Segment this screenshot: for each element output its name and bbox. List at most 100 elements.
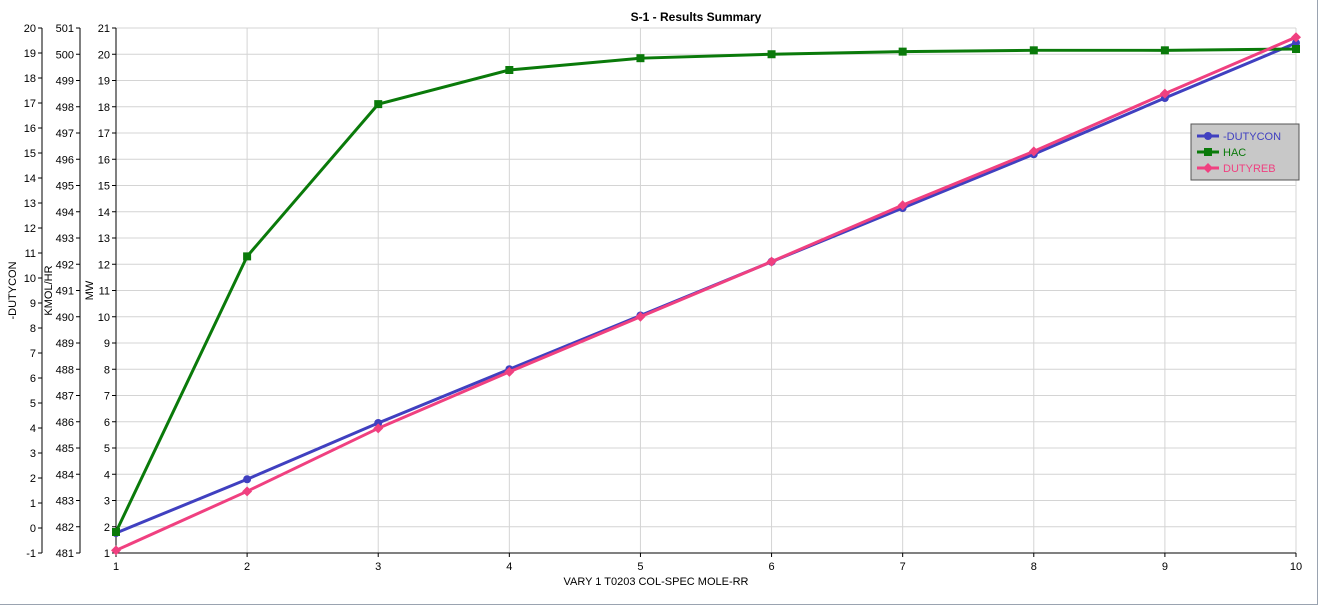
duty-y-tick-label: 12	[24, 223, 36, 235]
hac-y-tick-label: 500	[56, 49, 74, 61]
legend-marker-dutyreb	[1203, 163, 1213, 173]
x-tick-label: 10	[1290, 561, 1302, 573]
duty-y-tick-label: 17	[24, 98, 36, 110]
duty-y-tick-label: 11	[25, 248, 36, 260]
duty-y-tick-label: 1	[30, 498, 36, 510]
mw-y-tick-label: 9	[104, 338, 110, 350]
x-tick-label: 9	[1162, 561, 1168, 573]
duty-y-tick-label: 0	[30, 523, 36, 535]
hac-y-tick-label: 498	[56, 102, 74, 114]
dutyreb-series-line	[115, 35, 1297, 552]
duty-y-tick-label: 15	[24, 148, 36, 160]
hac-y-tick-label: 494	[56, 207, 74, 219]
x-tick-label: 5	[637, 561, 643, 573]
hac-y-tick-label: 486	[56, 417, 74, 429]
duty-y-tick-label: 16	[24, 123, 36, 135]
mw-y-tick-label: 16	[98, 154, 110, 166]
x-tick-label: 7	[900, 561, 906, 573]
mw-y-tick-label: 4	[104, 469, 110, 481]
mw-y-tick-label: 1	[104, 548, 110, 560]
mw-y-tick-label: 7	[104, 391, 110, 403]
duty-y-tick-label: 14	[24, 173, 36, 185]
hac-data-point	[243, 252, 252, 261]
legend-label-dutyreb: DUTYREB	[1223, 163, 1276, 175]
mw-y-axis-title: MW	[84, 280, 96, 300]
x-tick-label: 8	[1031, 561, 1037, 573]
hac-y-tick-label: 495	[56, 181, 74, 193]
hac-y-tick-label: 497	[56, 128, 74, 140]
dutyreb-data-point	[1291, 32, 1301, 43]
mw-y-tick-label: 15	[98, 181, 110, 193]
legend-marker-hac	[1204, 148, 1212, 156]
mw-y-tick-label: 8	[104, 364, 110, 376]
mw-y-tick-label: 3	[104, 496, 110, 508]
duty-y-tick-label: 6	[30, 373, 36, 385]
x-tick-label: 4	[506, 561, 512, 573]
hac-y-tick-label: 488	[56, 364, 74, 376]
hac-y-tick-label: 481	[56, 548, 74, 560]
hac-data-point	[1160, 46, 1169, 55]
duty-y-tick-label: 7	[30, 348, 36, 360]
mw-y-tick-label: 20	[98, 49, 110, 61]
dutyreb-data-point	[766, 256, 777, 267]
mw-y-tick-label: 14	[98, 207, 110, 219]
x-tick-label: 6	[768, 561, 774, 573]
dutycon-data-point	[243, 475, 252, 484]
hac-data-point	[374, 100, 383, 109]
duty-y-tick-label: 4	[30, 423, 36, 435]
duty-y-tick-label: 3	[30, 448, 36, 460]
x-tick-label: 1	[113, 561, 119, 573]
duty-y-tick-label: -1	[26, 548, 36, 560]
hac-y-tick-label: 485	[56, 443, 74, 455]
duty-y-tick-label: 8	[30, 323, 36, 335]
dutyreb-data-point	[1028, 146, 1039, 157]
hac-y-tick-label: 493	[56, 233, 74, 245]
dutyreb-data-point	[111, 545, 121, 556]
mw-y-tick-label: 10	[98, 312, 110, 324]
hac-data-point	[1292, 45, 1300, 53]
hac-y-tick-label: 489	[56, 338, 74, 350]
dutycon-data-point	[374, 419, 383, 427]
duty-y-axis-title: -DUTYCON	[7, 261, 19, 319]
mw-y-tick-label: 12	[98, 259, 110, 271]
duty-y-tick-label: 2	[30, 473, 36, 485]
hac-y-axis-title: KMOL/HR	[43, 265, 55, 315]
dutyreb-data-point	[242, 486, 253, 497]
mw-y-tick-label: 18	[98, 102, 110, 114]
hac-y-tick-label: 484	[56, 469, 74, 481]
dutyreb-data-point	[373, 423, 384, 434]
hac-data-point	[767, 50, 776, 59]
mw-y-tick-label: 6	[104, 417, 110, 429]
hac-y-tick-label: 491	[56, 286, 74, 298]
hac-y-tick-label: 482	[56, 522, 74, 534]
hac-series-line	[114, 47, 1297, 533]
hac-y-tick-label: 499	[56, 76, 74, 88]
x-axis-title: VARY 1 T0203 COL-SPEC MOLE-RR	[563, 576, 748, 588]
legend-marker-dutycon	[1204, 132, 1212, 140]
hac-y-tick-label: 496	[56, 154, 74, 166]
hac-y-tick-label: 492	[56, 259, 74, 271]
hac-y-tick-label: 490	[56, 312, 74, 324]
hac-data-point	[505, 66, 514, 74]
dutyreb-data-point	[504, 366, 515, 377]
duty-y-tick-label: 5	[30, 398, 36, 410]
hac-data-point	[898, 47, 907, 56]
hac-data-point	[1029, 46, 1038, 55]
dutyreb-data-point	[1159, 88, 1170, 99]
mw-y-tick-label: 19	[98, 76, 110, 88]
mw-y-tick-label: 13	[98, 233, 110, 245]
dutyreb-data-point	[897, 200, 908, 211]
mw-y-tick-label: 17	[98, 128, 110, 140]
x-tick-label: 3	[375, 561, 381, 573]
hac-y-tick-label: 483	[56, 496, 74, 508]
legend-label-dutycon: -DUTYCON	[1223, 131, 1281, 143]
hac-y-tick-label: 487	[56, 391, 74, 403]
hac-data-point	[112, 528, 120, 536]
mw-y-tick-label: 5	[104, 443, 110, 455]
mw-y-tick-label: 11	[99, 286, 110, 298]
duty-y-tick-label: 19	[24, 48, 36, 60]
x-tick-label: 2	[244, 561, 250, 573]
duty-y-tick-label: 18	[24, 73, 36, 85]
